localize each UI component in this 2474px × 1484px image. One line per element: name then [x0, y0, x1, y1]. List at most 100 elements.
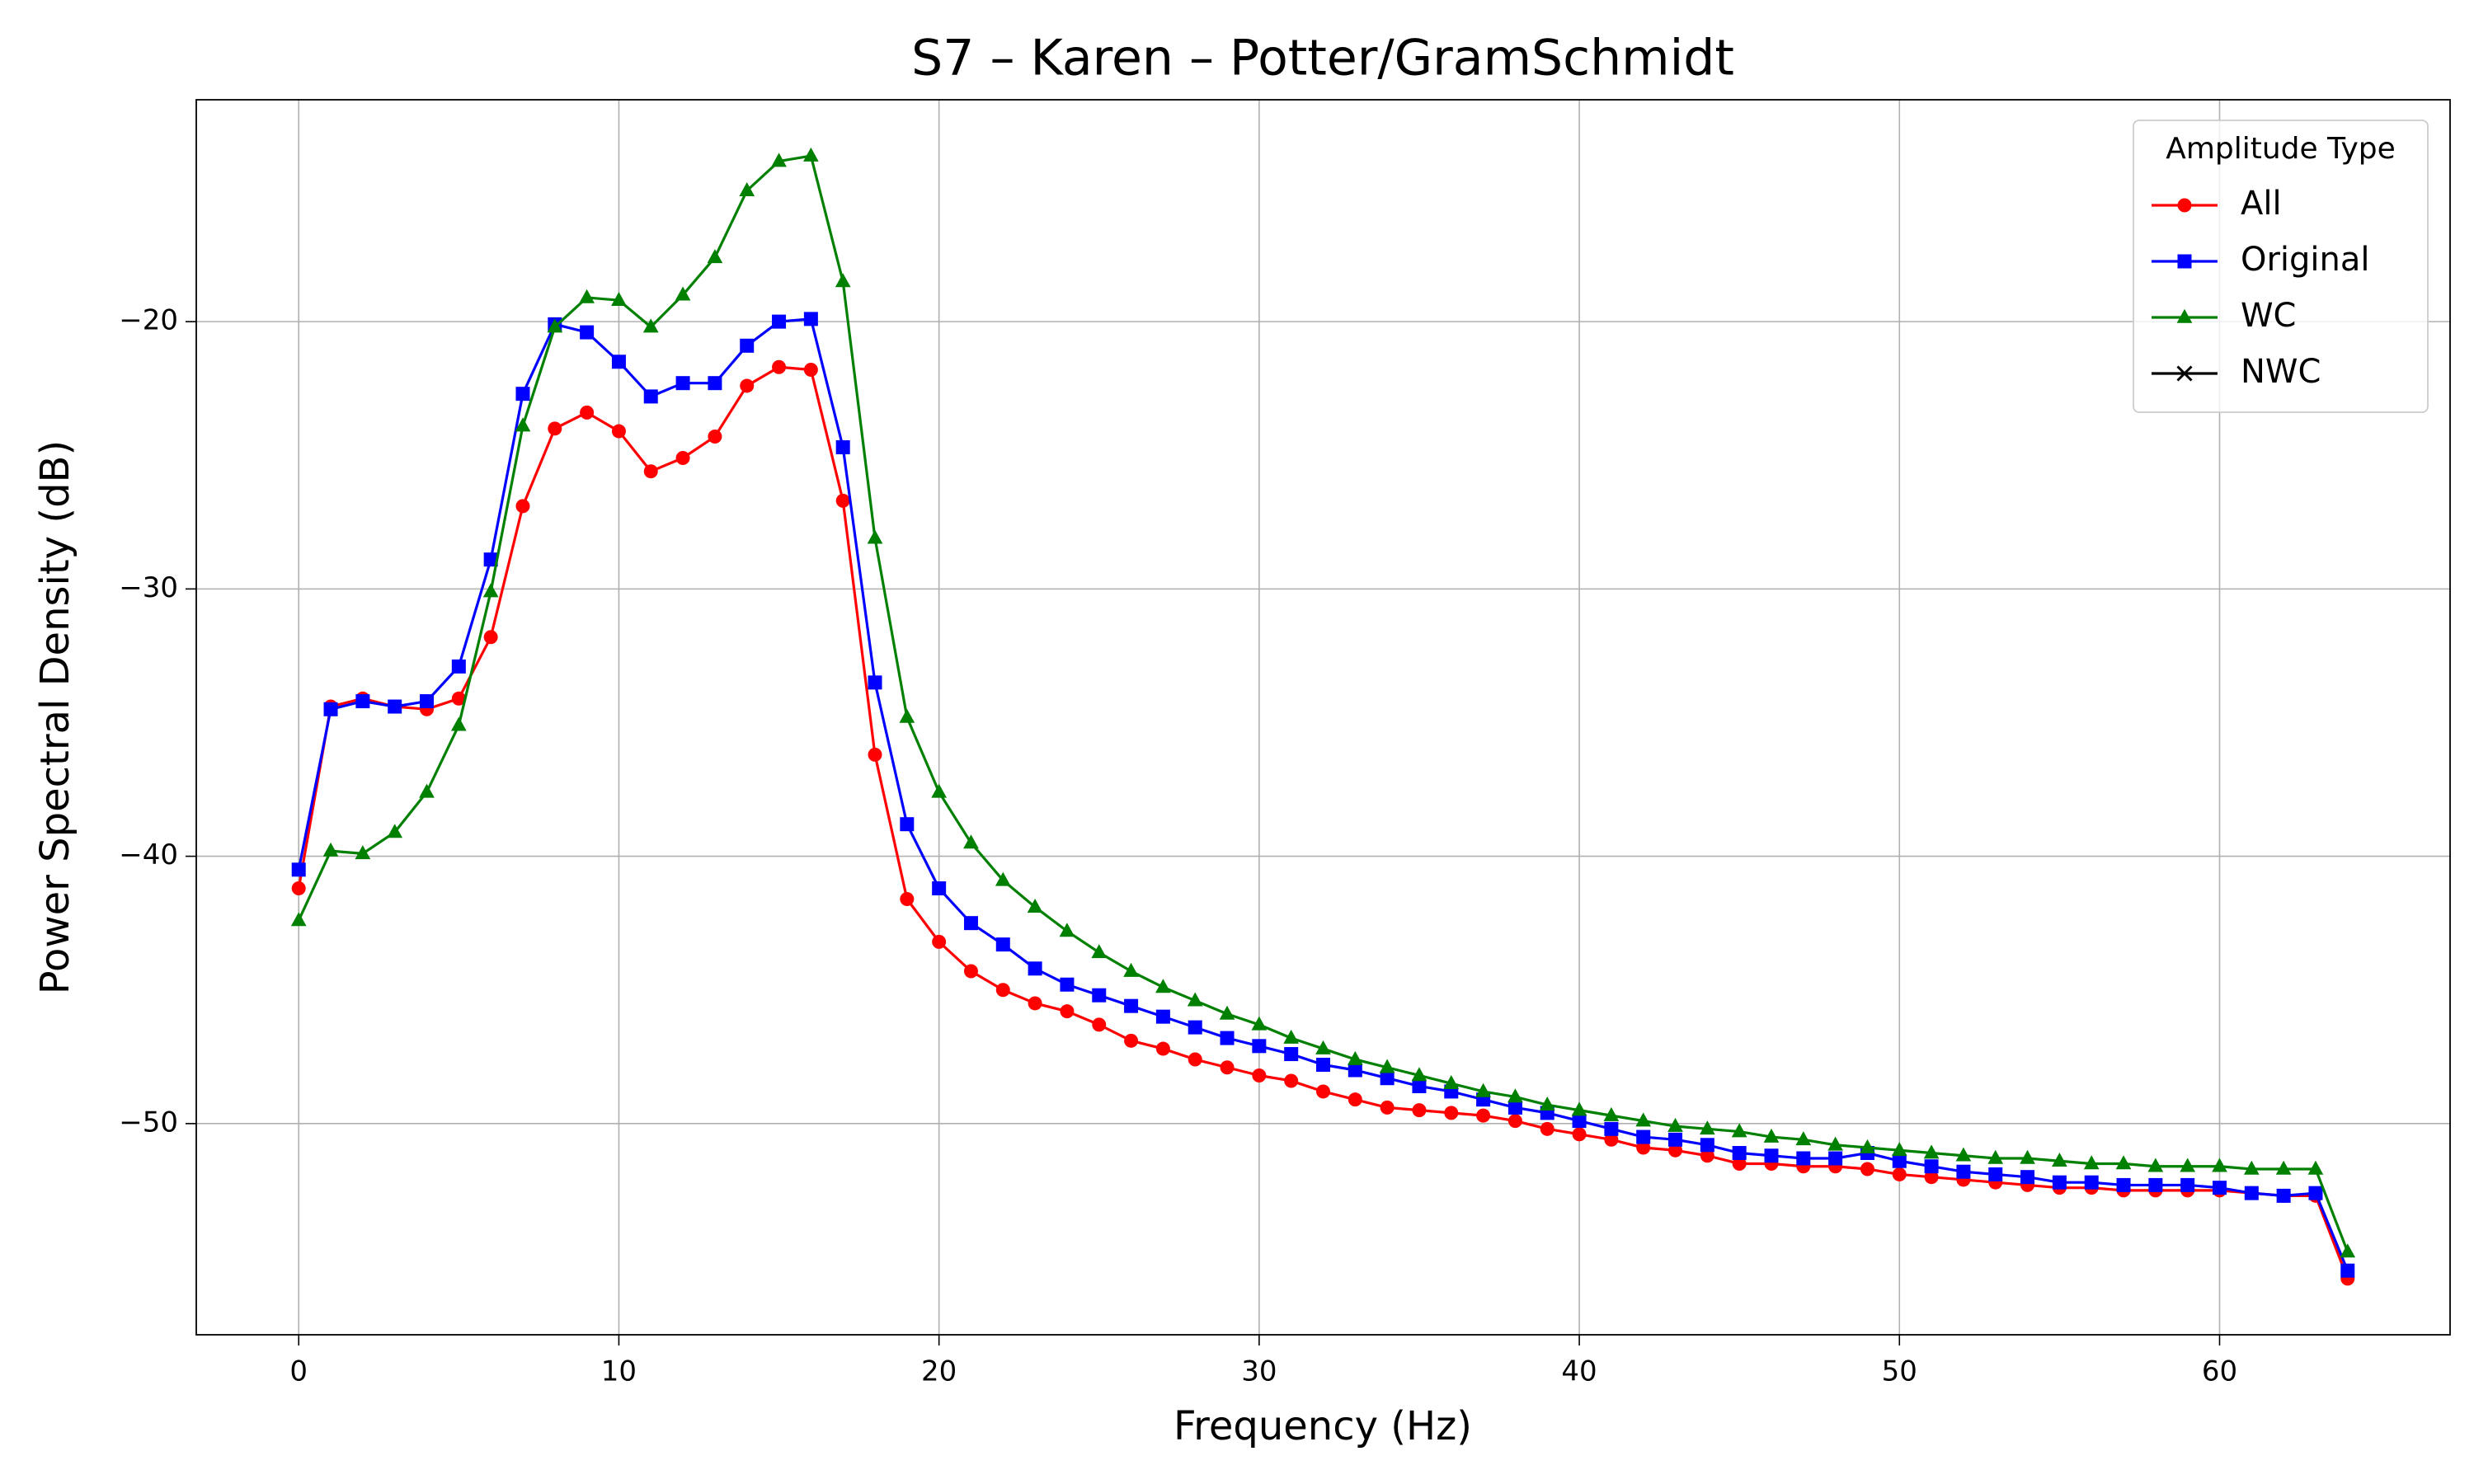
- marker: [2244, 1186, 2259, 1200]
- marker: [1476, 1108, 1491, 1123]
- marker: [1507, 1088, 1523, 1103]
- marker: [1571, 1101, 1587, 1116]
- marker: [1988, 1167, 2003, 1181]
- marker: [2116, 1177, 2131, 1192]
- marker: [1796, 1151, 1811, 1166]
- marker: [1892, 1153, 1907, 1168]
- marker: [899, 708, 915, 723]
- marker: [643, 464, 658, 479]
- marker: [1507, 1100, 1522, 1115]
- marker: [2020, 1149, 2035, 1164]
- marker: [1507, 1114, 1522, 1129]
- marker: [515, 417, 531, 432]
- marker: [1284, 1073, 1299, 1088]
- marker: [2180, 1158, 2196, 1172]
- x-tick-label: 10: [601, 1355, 637, 1388]
- marker: [611, 424, 626, 439]
- marker: [1316, 1084, 1330, 1099]
- marker: [1956, 1164, 1971, 1179]
- marker: [1539, 1096, 1555, 1111]
- marker: [1955, 1147, 1972, 1162]
- marker: [1572, 1114, 1587, 1129]
- marker: [1283, 1029, 1300, 1044]
- marker: [1380, 1100, 1395, 1115]
- legend-box: [2133, 120, 2429, 413]
- marker: [963, 916, 978, 931]
- marker: [1668, 1132, 1683, 1147]
- marker: [1700, 1148, 1714, 1163]
- marker: [1379, 1059, 1395, 1073]
- marker: [419, 783, 435, 798]
- chart-title: S7 – Karen – Potter/GramSchmidt: [911, 30, 1734, 87]
- legend-label: WC: [2241, 297, 2296, 335]
- marker: [1252, 1039, 1267, 1054]
- marker: [548, 421, 562, 436]
- marker: [1219, 1005, 1235, 1020]
- marker: [450, 716, 467, 731]
- marker: [1604, 1132, 1619, 1147]
- marker: [931, 783, 947, 798]
- marker: [2176, 365, 2193, 382]
- marker: [291, 881, 306, 896]
- marker: [291, 862, 306, 877]
- marker: [675, 376, 690, 391]
- marker: [355, 694, 370, 709]
- marker: [2340, 1243, 2356, 1258]
- marker: [2084, 1175, 2099, 1190]
- marker: [1603, 1106, 1620, 1121]
- marker: [1891, 1142, 1907, 1157]
- marker: [1668, 1143, 1683, 1158]
- marker: [1924, 1170, 1939, 1185]
- marker: [1700, 1120, 1715, 1135]
- legend-label: All: [2241, 185, 2282, 223]
- marker: [1315, 1040, 1331, 1054]
- marker: [707, 249, 723, 264]
- marker: [1188, 1052, 1202, 1067]
- marker: [771, 153, 787, 167]
- marker: [1124, 1033, 1139, 1048]
- x-tick-label: 0: [289, 1355, 308, 1388]
- marker: [1635, 1112, 1652, 1127]
- marker: [388, 699, 402, 714]
- legend-title: Amplitude Type: [2166, 132, 2396, 166]
- marker: [1827, 1136, 1843, 1151]
- marker: [451, 691, 466, 706]
- marker: [1316, 1058, 1330, 1073]
- y-tick-label: −40: [119, 838, 178, 871]
- marker: [2052, 1153, 2067, 1167]
- marker: [2115, 1155, 2132, 1170]
- marker: [1155, 1009, 1170, 1024]
- marker: [1412, 1078, 1427, 1093]
- marker: [1636, 1129, 1651, 1144]
- marker: [2275, 1160, 2292, 1175]
- marker: [1923, 1144, 1940, 1159]
- legend-label: NWC: [2241, 353, 2321, 391]
- marker: [675, 450, 690, 465]
- marker: [2308, 1186, 2323, 1200]
- marker: [963, 834, 979, 849]
- marker: [1027, 899, 1043, 913]
- marker: [900, 817, 915, 832]
- marker: [1411, 1067, 1427, 1082]
- marker: [1124, 998, 1139, 1013]
- marker: [803, 312, 818, 326]
- marker: [1348, 1063, 1362, 1078]
- marker: [740, 378, 755, 393]
- marker: [2176, 308, 2193, 323]
- marker: [1412, 1103, 1427, 1118]
- marker: [1667, 1117, 1683, 1132]
- marker: [290, 912, 307, 927]
- marker: [642, 318, 659, 333]
- marker: [1700, 1138, 1714, 1153]
- marker: [420, 694, 435, 709]
- marker: [483, 630, 498, 645]
- x-tick-label: 40: [1561, 1355, 1597, 1388]
- marker: [1732, 1146, 1747, 1161]
- marker: [2177, 254, 2192, 269]
- x-tick-label: 50: [1882, 1355, 1917, 1388]
- marker: [900, 891, 915, 906]
- marker: [995, 983, 1010, 998]
- y-tick-label: −20: [119, 304, 178, 337]
- marker: [2276, 1188, 2291, 1203]
